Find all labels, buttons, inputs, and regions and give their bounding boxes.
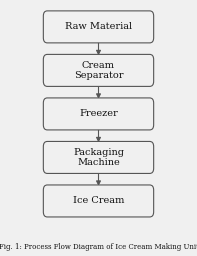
Text: Cream
Separator: Cream Separator	[74, 61, 123, 80]
FancyBboxPatch shape	[43, 185, 154, 217]
Text: Packaging
Machine: Packaging Machine	[73, 148, 124, 167]
FancyBboxPatch shape	[43, 141, 154, 174]
FancyBboxPatch shape	[43, 98, 154, 130]
Text: Freezer: Freezer	[79, 109, 118, 119]
Text: Raw Material: Raw Material	[65, 22, 132, 31]
Text: Fig. 1: Process Flow Diagram of Ice Cream Making Unit: Fig. 1: Process Flow Diagram of Ice Crea…	[0, 243, 197, 251]
Text: Ice Cream: Ice Cream	[73, 196, 124, 206]
FancyBboxPatch shape	[43, 55, 154, 87]
FancyBboxPatch shape	[43, 11, 154, 43]
